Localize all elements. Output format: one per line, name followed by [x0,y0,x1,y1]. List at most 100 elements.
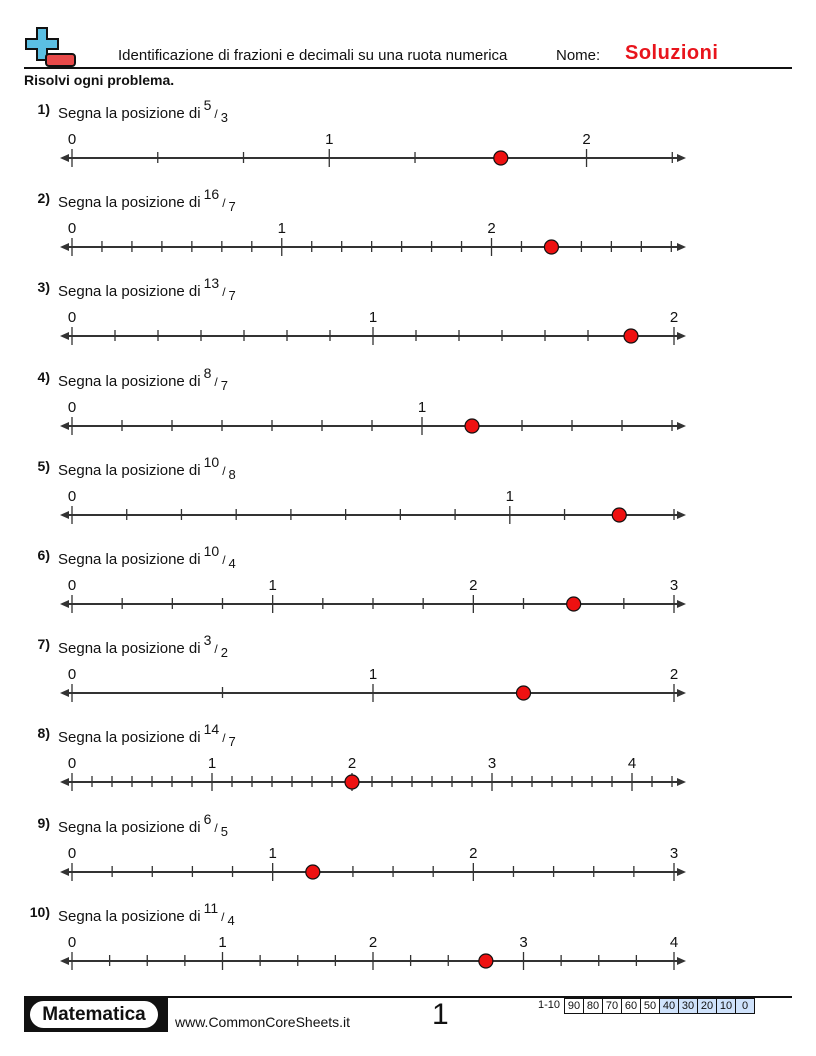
problem-prompt: Segna la posizione di 6/5 [58,811,228,839]
name-label: Nome: [556,47,601,64]
site-url: www.CommonCoreSheets.it [175,1014,351,1030]
problem-prompt: Segna la posizione di 3/2 [58,632,228,661]
fraction-denominator: 7 [228,734,236,750]
number-line: 0 1 2 3 4 [60,934,686,970]
tick-label: 1 [369,309,377,326]
problem-number: 4) [37,368,50,385]
header-divider [24,67,792,69]
score-cell: 70 [603,998,623,1014]
problem-prompt: Segna la posizione di 13/7 [58,275,236,304]
problem: 10) Segna la posizione di 11/4 0 1 2 3 4 [0,900,816,992]
prompt-text: Segna la posizione di [58,640,201,658]
answer-dot [305,863,321,880]
fraction-denominator: 7 [228,288,236,304]
prompt-text: Segna la posizione di [58,551,201,568]
tick-label: 2 [670,666,678,683]
tick-label: 0 [68,220,76,237]
fraction-denominator: 2 [220,645,228,661]
left-arrow-icon [60,956,69,965]
number-line: 0 1 2 3 4 [60,755,686,792]
tick-label: 1 [278,220,286,237]
fraction-numerator: 16 [203,186,220,203]
tick-label: 0 [68,845,76,862]
problem-prompt: Segna la posizione di 10/8 [58,454,236,482]
tick-label: 2 [469,845,477,862]
fraction-numerator: 10 [203,543,220,559]
left-arrow-icon [60,154,69,162]
fraction-numerator: 14 [203,721,220,738]
problem: 6) Segna la posizione di 10/4 0 1 2 3 [0,543,816,635]
score-cell: 40 [660,998,680,1014]
problem: 2) Segna la posizione di 16/7 0 1 2 [0,186,816,278]
tick-label: 0 [68,666,76,683]
left-arrow-icon [60,867,69,876]
tick-label: 2 [469,577,477,594]
right-arrow-icon [677,510,686,519]
prompt-text: Segna la posizione di [58,283,201,301]
footer-divider [24,996,792,998]
answer-dot [515,685,532,701]
prompt-text: Segna la posizione di [58,372,201,390]
prompt-text: Segna la posizione di [58,461,201,479]
answer-dot [493,150,509,166]
plus-minus-logo-icon [25,27,76,67]
problem-prompt: Segna la posizione di 8/7 [58,365,228,393]
left-arrow-icon [60,243,69,252]
tick-label: 4 [670,934,678,951]
fraction-slash: / [214,374,218,389]
tick-label: 1 [418,399,426,416]
problem: 3) Segna la posizione di 13/7 0 1 2 [0,275,816,367]
fraction-denominator: 7 [228,199,236,215]
left-arrow-icon [60,778,69,787]
brand-badge: Matematica [24,998,168,1032]
fraction-numerator: 5 [203,97,212,113]
left-arrow-icon [60,689,69,698]
problem: 9) Segna la posizione di 6/5 0 1 2 3 [0,811,816,903]
tick-label: 3 [519,934,527,951]
fraction-denominator: 5 [220,823,228,839]
tick-label: 1 [506,488,514,505]
fraction-denominator: 4 [227,912,235,928]
right-arrow-icon [677,600,686,608]
right-arrow-icon [677,689,686,698]
tick-label: 2 [670,309,678,326]
fraction-denominator: 7 [220,377,228,393]
brand-label: Matematica [30,1001,158,1028]
tick-label: 0 [68,577,76,594]
tick-label: 0 [68,131,76,148]
answer-dot [344,774,360,790]
answer-dot [623,328,639,344]
prompt-text: Segna la posizione di [58,729,201,747]
score-cell: 80 [584,998,604,1014]
tick-label: 1 [218,934,226,951]
prompt-text: Segna la posizione di [58,105,201,122]
problem: 5) Segna la posizione di 10/8 0 1 [0,454,816,546]
score-cell: 10 [717,998,737,1014]
tick-label: 2 [348,755,356,772]
problem-number: 8) [37,725,50,742]
problem-number: 7) [37,636,50,653]
tick-label: 0 [68,755,76,772]
worksheet-title: Identificazione di frazioni e decimali s… [118,47,508,64]
right-arrow-icon [677,867,686,876]
answer-dot [611,507,627,523]
page-number: 1 [432,998,449,1031]
score-cell: 30 [679,998,699,1014]
tick-label: 4 [628,755,636,772]
number-line: 0 1 2 [60,131,686,167]
number-line: 0 1 2 3 [60,845,686,881]
problem: 1) Segna la posizione di 5/3 0 1 2 [0,97,816,189]
tick-label: 3 [670,845,678,862]
tick-label: 0 [68,309,76,326]
tick-label: 2 [487,220,495,237]
fraction-numerator: 6 [203,810,212,827]
score-cell: 0 [736,998,756,1014]
fraction-numerator: 3 [203,632,212,649]
prompt-text: Segna la posizione di [58,194,201,212]
fraction-numerator: 10 [203,453,220,470]
problem-number: 10) [29,903,50,920]
tick-label: 1 [268,845,276,862]
